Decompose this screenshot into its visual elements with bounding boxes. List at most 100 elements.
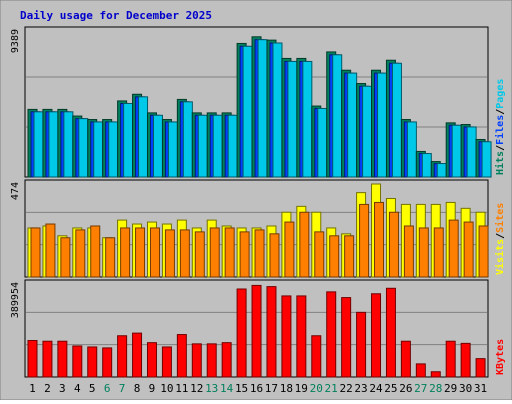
bar-pages-3: [63, 111, 74, 178]
day-label-12: 12: [190, 382, 203, 395]
bar-pages-30: [466, 126, 477, 178]
bar-sites-17: [269, 233, 280, 278]
bar-sites-26: [403, 225, 414, 278]
day-label-16: 16: [250, 382, 263, 395]
bar-sites-28: [433, 227, 444, 278]
bar-pages-24: [377, 72, 388, 178]
legend-entry-4: Pages: [495, 79, 506, 109]
bar-kbytes-17: [266, 286, 277, 378]
day-label-7: 7: [119, 382, 126, 395]
day-label-20: 20: [310, 382, 323, 395]
bar-sites-13: [209, 227, 220, 278]
day-label-27: 27: [414, 382, 427, 395]
day-label-5: 5: [89, 382, 96, 395]
bar-sites-14: [224, 227, 235, 278]
legend-entry-0: KBytes: [495, 339, 506, 375]
bar-kbytes-22: [341, 297, 352, 378]
bar-kbytes-23: [356, 311, 367, 378]
bar-pages-12: [197, 114, 208, 178]
bar-pages-31: [481, 141, 492, 178]
bar-kbytes-2: [42, 340, 53, 378]
bar-pages-21: [332, 54, 343, 178]
day-label-23: 23: [354, 382, 367, 395]
day-label-15: 15: [235, 382, 248, 395]
x-axis-labels: 1 2 3 4 5 6 7 8 9 10 11 12 13 14 15 16 17 18 19 20 21 22 23 24 2…: [29, 382, 487, 395]
bar-sites-15: [239, 231, 250, 278]
bar-sites-31: [478, 225, 489, 278]
bar-sites-20: [314, 231, 325, 278]
legend-entry-2: Files: [494, 115, 506, 145]
day-label-3: 3: [59, 382, 66, 395]
day-label-19: 19: [295, 382, 308, 395]
bar-sites-24: [374, 201, 385, 278]
bar-pages-26: [406, 121, 417, 178]
bar-kbytes-8: [132, 332, 143, 378]
bar-kbytes-14: [221, 342, 232, 378]
bar-pages-11: [182, 101, 193, 178]
bar-sites-21: [329, 235, 340, 278]
day-label-22: 22: [339, 382, 352, 395]
bar-kbytes-13: [206, 343, 217, 378]
bar-pages-17: [272, 42, 283, 178]
bar-sites-19: [299, 211, 310, 278]
bar-sites-7: [120, 227, 131, 278]
legend: Visits/Sites: [494, 203, 506, 275]
day-label-13: 13: [205, 382, 218, 395]
bar-pages-23: [362, 85, 373, 178]
bar-sites-10: [164, 229, 175, 278]
day-label-25: 25: [384, 382, 397, 395]
bar-kbytes-26: [400, 340, 411, 378]
bar-kbytes-4: [72, 345, 83, 378]
bar-sites-5: [90, 225, 101, 278]
bar-pages-29: [451, 124, 462, 178]
day-label-21: 21: [325, 382, 338, 395]
day-label-31: 31: [474, 382, 487, 395]
bar-sites-3: [60, 237, 71, 278]
bar-kbytes-20: [311, 335, 322, 378]
bar-sites-1: [30, 227, 41, 278]
bar-sites-4: [75, 229, 86, 278]
legend: KBytes: [495, 339, 506, 375]
bar-sites-18: [284, 221, 295, 278]
day-label-6: 6: [104, 382, 111, 395]
day-label-18: 18: [280, 382, 293, 395]
bar-kbytes-7: [117, 335, 128, 378]
bar-kbytes-9: [146, 342, 157, 378]
day-label-10: 10: [160, 382, 173, 395]
chart-title: Daily usage for December 2025: [20, 9, 212, 22]
day-label-8: 8: [134, 382, 141, 395]
day-label-11: 11: [175, 382, 188, 395]
bar-kbytes-19: [296, 295, 307, 378]
bar-pages-7: [123, 102, 134, 178]
bar-pages-14: [227, 114, 238, 178]
bar-kbytes-5: [87, 346, 98, 378]
bar-pages-19: [302, 60, 313, 178]
bar-pages-25: [391, 62, 402, 178]
bar-pages-2: [48, 111, 59, 178]
bar-sites-2: [45, 223, 56, 278]
legend-entry-1: /: [495, 145, 506, 151]
bar-kbytes-21: [326, 291, 337, 378]
bar-kbytes-29: [445, 340, 456, 378]
bar-kbytes-18: [281, 295, 292, 378]
bar-pages-5: [93, 121, 104, 178]
day-label-2: 2: [44, 382, 51, 395]
day-label-4: 4: [74, 382, 81, 395]
day-label-29: 29: [444, 382, 457, 395]
bar-kbytes-30: [460, 342, 471, 378]
bar-kbytes-3: [57, 340, 68, 378]
bar-pages-15: [242, 45, 253, 178]
bar-sites-16: [254, 229, 265, 278]
day-label-24: 24: [369, 382, 383, 395]
bar-sites-29: [448, 219, 459, 278]
max-value-label: 389954: [10, 282, 21, 318]
bar-pages-9: [152, 114, 163, 178]
bar-sites-8: [135, 227, 146, 278]
bar-pages-4: [78, 118, 89, 178]
panel-visits-sites: 474 Visits/Sites: [10, 179, 506, 278]
legend-entry-3: /: [495, 109, 506, 115]
bar-sites-11: [179, 229, 190, 278]
bar-kbytes-31: [475, 358, 486, 378]
